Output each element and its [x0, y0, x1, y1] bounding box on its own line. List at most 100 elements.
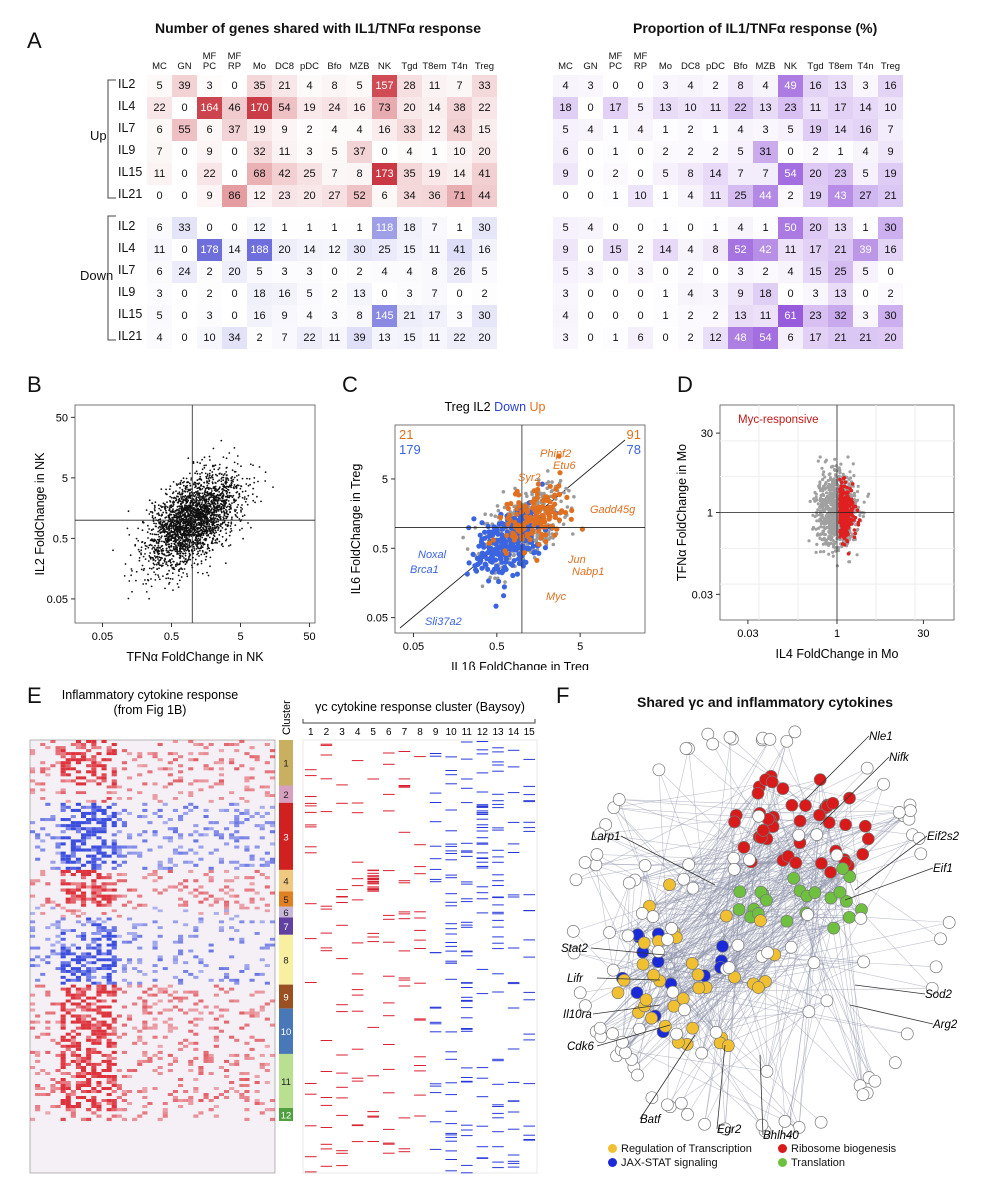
data-point: [208, 547, 211, 550]
data-point-down: [493, 603, 499, 609]
data-point: [185, 549, 188, 552]
data-point: [199, 541, 202, 544]
heatmap-cell: 0: [172, 283, 197, 305]
heatmap-cell: 0: [172, 185, 197, 207]
data-point: [167, 540, 169, 543]
data-point: [175, 527, 178, 530]
heatmap-cell: 8: [347, 163, 372, 185]
data-point: [225, 487, 228, 490]
data-point: [190, 479, 193, 481]
data-point: [180, 498, 183, 500]
data-point-gray: [827, 552, 831, 556]
data-point: [179, 539, 182, 542]
data-point: [217, 523, 220, 526]
data-point: [207, 477, 210, 480]
data-point: [188, 532, 190, 535]
data-point-down: [485, 523, 491, 529]
heatmap-cell: 18: [753, 283, 778, 305]
data-point: [208, 536, 211, 539]
heatmap-cell: 11: [703, 97, 728, 119]
data-point: [205, 530, 208, 533]
data-point: [226, 477, 229, 479]
heatmap-cell: 4: [678, 283, 703, 305]
data-point: [240, 511, 243, 513]
data-point-gray: [495, 504, 500, 508]
data-point: [177, 536, 180, 538]
data-point: [148, 513, 151, 515]
heatmap-cell: 2: [247, 327, 272, 349]
data-point: [218, 540, 221, 543]
data-point-gray: [822, 520, 826, 524]
data-point-gray: [855, 528, 859, 532]
data-point: [201, 468, 204, 471]
data-point: [222, 500, 225, 503]
heatmap-cell: 8: [703, 239, 728, 261]
data-point: [149, 552, 151, 554]
data-point: [112, 549, 114, 552]
data-point-gray: [816, 532, 820, 536]
data-point: [153, 563, 156, 566]
heatmap-cell: 36: [422, 185, 447, 207]
row-label: IL2: [118, 219, 136, 233]
data-point-down: [495, 531, 501, 537]
data-point: [189, 494, 192, 497]
heatmap-cell: 18: [247, 283, 272, 305]
data-point: [154, 501, 157, 504]
data-point-gray: [829, 532, 833, 536]
data-point: [151, 556, 154, 559]
data-point: [238, 518, 241, 520]
data-point: [206, 490, 209, 493]
data-point: [211, 528, 213, 530]
data-point: [181, 568, 184, 571]
heatmap-cell: 2: [678, 119, 703, 141]
table-row: 4 0 0 0 1 2 2 13 11 61 23 32 3 30: [553, 305, 903, 327]
data-point: [203, 456, 206, 459]
data-point: [190, 477, 193, 479]
data-point: [222, 507, 225, 510]
heatmap-cell: 2: [753, 261, 778, 283]
heatmap-cell: 5: [553, 261, 578, 283]
data-point: [179, 526, 181, 529]
data-point-up: [543, 524, 549, 530]
data-point-up: [552, 532, 558, 538]
data-point: [213, 525, 216, 527]
data-point-gray: [823, 475, 827, 479]
data-point: [153, 552, 156, 554]
data-point: [199, 499, 202, 502]
data-point: [215, 531, 218, 534]
column-header: Bfo: [733, 61, 748, 72]
data-point: [196, 509, 199, 512]
data-point: [176, 517, 179, 519]
data-point: [222, 521, 224, 524]
data-point: [212, 493, 215, 495]
heatmap-cell: 16: [878, 75, 903, 97]
data-point: [202, 516, 205, 518]
data-point-myc: [840, 542, 845, 546]
data-point: [207, 488, 210, 491]
data-point: [168, 581, 171, 584]
data-point: [239, 520, 242, 522]
data-point-up: [503, 550, 510, 556]
data-point: [169, 534, 171, 537]
data-point: [212, 513, 215, 516]
heatmap-cell: 7: [147, 141, 172, 163]
heatmap-cell: 32: [828, 305, 853, 327]
data-point: [209, 514, 212, 517]
data-point: [165, 555, 168, 557]
heatmap-cell: 16: [803, 75, 828, 97]
heatmap-cell: 43: [828, 185, 853, 207]
data-point: [201, 523, 203, 525]
heatmap-cell: 170: [247, 97, 272, 119]
data-point: [216, 510, 218, 512]
data-point: [234, 485, 237, 488]
data-point: [164, 558, 167, 561]
data-point-gray: [814, 495, 818, 499]
data-point: [157, 561, 160, 564]
heatmap-cell: 3: [297, 141, 322, 163]
data-point-up: [511, 532, 518, 538]
heatmap-cell: 0: [628, 283, 653, 305]
heatmap-cell: 5: [472, 261, 497, 283]
data-point-gray: [530, 492, 534, 497]
heatmap-cell: 7: [422, 217, 447, 239]
data-point: [175, 520, 178, 523]
